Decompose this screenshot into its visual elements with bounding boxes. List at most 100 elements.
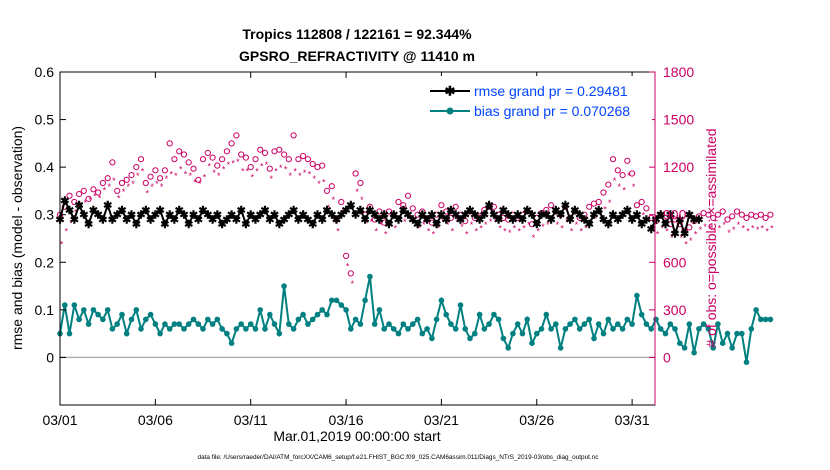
rmse-point: ✱ [322,205,331,217]
bias-point [414,316,421,323]
obs-assimilated-point: * [231,158,235,168]
rmse-point: ✱ [599,215,608,227]
obs-possible-point [152,167,159,174]
y-right-tick-label: 1800 [663,64,694,80]
bias-point [400,321,407,327]
obs-possible-point [137,156,145,163]
obs-possible-point [190,165,197,172]
obs-assimilated-point: * [503,227,507,237]
bias-point [176,321,182,327]
rmse-point: ✱ [122,215,131,227]
rmse-point: ✱ [155,205,164,217]
obs-assimilated-point: * [613,176,617,186]
bias-point [62,302,68,308]
obs-possible-point [381,219,388,226]
bias-point [691,349,697,356]
rmse-point: ✱ [465,205,474,217]
bias-point [171,321,178,327]
obs-assimilated-point: * [427,227,431,237]
rmse-point: ✱ [127,210,136,222]
bias-point [762,316,769,323]
obs-possible-point [414,211,421,218]
bias-point [653,316,659,323]
bias-point [534,330,540,337]
obs-possible-point [71,198,78,206]
bias-point [128,316,135,323]
rmse-point: ✱ [523,205,532,217]
bias-point [262,326,268,332]
y-right-tick-label: 900 [663,207,687,223]
bias-point [739,330,745,337]
rmse-point: ✱ [108,215,117,227]
bias-point [181,326,187,332]
obs-possible-point [648,214,655,221]
obs-assimilated-point: * [298,171,302,181]
obs-possible-point [238,151,245,158]
y-left-tick-label: 0.2 [35,254,55,270]
obs-possible-point [309,160,316,168]
bias-point [314,311,321,318]
obs-possible-point [319,162,326,169]
obs-possible-point [710,214,717,221]
obs-possible-point [505,216,512,223]
obs-assimilated-point: * [279,163,283,173]
bias-point [81,307,87,313]
rmse-point: ✱ [661,219,670,231]
obs-assimilated-point: * [198,179,202,189]
rmse-point: ✱ [332,215,341,227]
obs-assimilated-point: * [165,174,169,184]
obs-assimilated-point: * [403,217,407,227]
obs-possible-point [214,162,221,169]
rmse-point: ✱ [613,215,622,227]
bias-point [114,321,120,327]
obs-assimilated-point: * [470,220,474,230]
obs-possible-point [266,165,273,172]
bias-point [500,335,507,342]
bias-point [591,335,597,342]
obs-assimilated-point: * [722,220,726,230]
rmse-point: ✱ [308,219,317,231]
rmse-point: ✱ [318,215,327,227]
obs-possible-point [252,156,259,163]
rmse-point: ✱ [480,210,489,222]
obs-possible-point [733,208,741,215]
rmse-point: ✱ [651,215,660,227]
rmse-point: ✱ [442,215,451,227]
obs-assimilated-point: * [598,211,602,221]
obs-possible-point [90,186,97,193]
bias-point [271,321,278,327]
bias-point [767,316,774,323]
obs-assimilated-point: * [184,170,188,180]
bias-point [410,321,416,327]
obs-assimilated-point: * [126,182,130,192]
obs-assimilated-point: * [646,217,650,227]
obs-assimilated-point: * [65,227,69,237]
rmse-point: ✱ [642,215,651,227]
rmse-point: ✱ [608,210,617,222]
obs-assimilated-point: * [303,168,307,178]
obs-possible-point [114,187,121,194]
rmse-point: ✱ [604,219,613,231]
rmse-point: ✱ [84,219,93,231]
obs-assimilated-point: * [84,198,88,208]
rmse-point: ✱ [384,219,393,231]
bias-point [386,321,392,327]
obs-possible-point [600,189,607,196]
rmse-point: ✱ [656,210,665,222]
rmse-point: ✱ [403,210,412,222]
bias-point [166,326,173,332]
obs-possible-point [223,148,230,155]
obs-assimilated-point: * [432,230,436,240]
bias-point [381,326,388,332]
bias-point [71,302,78,308]
bias-point [748,326,755,332]
rmse-point: ✱ [542,210,551,222]
obs-assimilated-point: * [641,211,645,221]
rmse-point: ✱ [74,200,83,212]
bias-point [700,321,707,327]
bias-point [629,321,635,327]
bias-point [729,345,735,351]
obs-assimilated-point: * [546,220,550,230]
bias-point [557,345,564,351]
